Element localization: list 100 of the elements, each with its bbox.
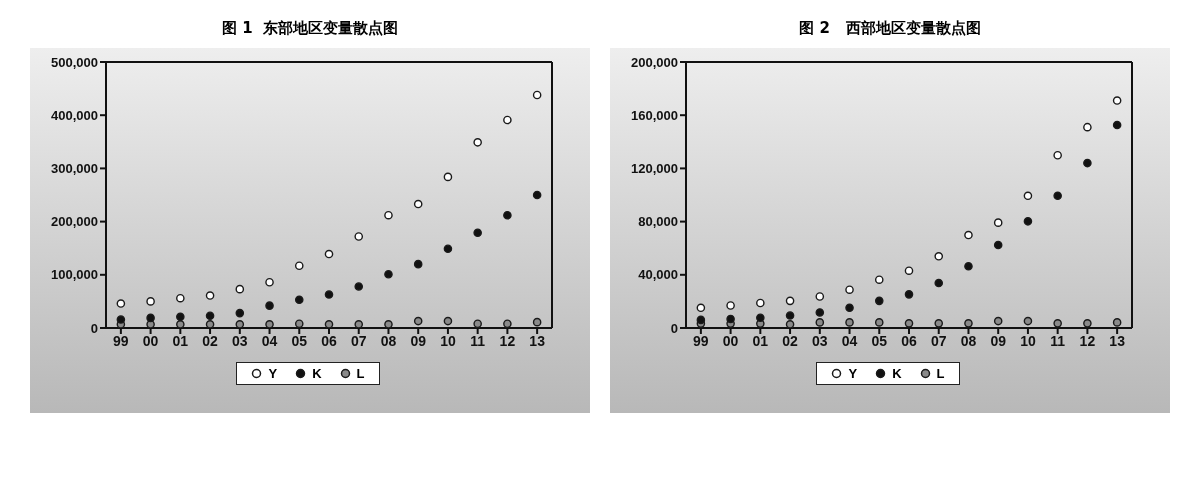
point (384, 210, 393, 220)
point (845, 303, 854, 313)
y-tick-label: 500,000 (51, 54, 98, 70)
point (964, 230, 973, 240)
point (324, 319, 334, 328)
x-tick-label: 99 (693, 332, 709, 349)
point (205, 291, 215, 300)
x-tick-label: 05 (291, 332, 308, 349)
y-tick-label: 100,000 (51, 267, 98, 283)
point (235, 284, 245, 294)
x-tick-label: 07 (350, 332, 367, 349)
point (904, 319, 914, 328)
point (265, 319, 274, 328)
point (235, 319, 245, 328)
y-tick-label: 300,000 (51, 161, 98, 177)
point (993, 240, 1003, 250)
point (934, 278, 944, 288)
x-tick-label: 07 (930, 332, 947, 349)
point (324, 249, 334, 259)
point (1112, 96, 1122, 105)
point (354, 282, 364, 291)
legend-label: K (892, 366, 902, 381)
point (904, 290, 914, 299)
point (1053, 150, 1062, 160)
x-tick-label: 00 (142, 332, 159, 349)
y-tick-label: 160,000 (631, 107, 678, 123)
legend-label: Y (268, 366, 278, 381)
point (845, 285, 854, 294)
x-tick-label: 13 (1109, 332, 1126, 349)
legend-label: L (356, 366, 365, 381)
point (443, 172, 453, 182)
y-tick-label: 0 (90, 320, 98, 336)
point (176, 293, 185, 303)
point (116, 315, 126, 324)
x-tick-label: 06 (901, 332, 917, 349)
point (384, 319, 393, 328)
y-tick-label: 0 (670, 320, 678, 336)
point (503, 319, 512, 328)
point (874, 275, 884, 285)
point (473, 228, 482, 238)
point (726, 301, 735, 310)
y-tick-label: 40,000 (638, 267, 678, 283)
point (756, 298, 765, 308)
point (1112, 318, 1122, 327)
point (993, 218, 1003, 227)
point (443, 244, 453, 254)
y-tick-label: 200,000 (51, 214, 98, 230)
point (993, 316, 1003, 326)
point (413, 199, 423, 209)
point (176, 319, 185, 328)
x-tick-label: 01 (752, 332, 769, 349)
point (964, 319, 973, 328)
point (1112, 120, 1122, 130)
point (443, 316, 453, 326)
point (815, 292, 825, 301)
point (503, 210, 512, 220)
point (176, 312, 185, 322)
point (845, 318, 854, 327)
x-tick-label: 11 (1050, 332, 1066, 349)
point (1023, 217, 1033, 226)
point (205, 319, 215, 328)
point (904, 266, 914, 275)
point (726, 314, 735, 324)
point (532, 317, 542, 327)
x-tick-label: 03 (812, 332, 828, 349)
x-tick-label: 99 (113, 332, 129, 349)
legend-label: Y (848, 366, 858, 381)
point (473, 319, 482, 328)
point (294, 295, 304, 305)
y-tick-label: 200,000 (631, 54, 678, 70)
point (785, 296, 795, 306)
point (934, 252, 944, 261)
x-tick-label: 12 (1079, 332, 1096, 349)
x-tick-label: 06 (321, 332, 337, 349)
point (934, 319, 944, 328)
point (1023, 191, 1033, 201)
chart-title: 图 1 东部地区变量散点图 (220, 18, 400, 39)
point (265, 301, 274, 310)
point (785, 311, 795, 320)
x-tick-label: 04 (841, 332, 858, 349)
point (146, 313, 155, 323)
point (384, 269, 393, 279)
x-tick-label: 12 (499, 332, 516, 349)
x-tick-label: 01 (172, 332, 189, 349)
point (354, 232, 364, 241)
point (785, 319, 795, 328)
point (413, 316, 423, 326)
point (696, 303, 706, 313)
x-tick-label: 09 (410, 332, 427, 349)
legend-label: L (936, 366, 945, 381)
point (354, 319, 364, 328)
point (473, 138, 482, 147)
y-tick-label: 80,000 (638, 214, 678, 230)
x-tick-label: 13 (529, 332, 546, 349)
point (815, 318, 825, 327)
y-tick-label: 120,000 (631, 161, 678, 177)
point (235, 308, 245, 318)
legend-label: K (312, 366, 322, 381)
point (1083, 319, 1092, 328)
point (1083, 158, 1092, 168)
